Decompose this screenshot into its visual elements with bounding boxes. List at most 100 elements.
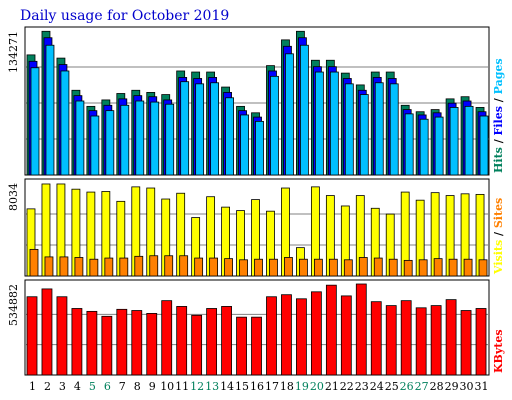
kbytes-bar [221,306,232,376]
kbytes-bar [370,301,382,376]
sites-bar [448,258,458,277]
pages-bar [314,71,324,176]
kbytes-bar [430,305,442,376]
pages-bar [150,101,160,176]
day-label: 1 [29,380,36,393]
sites-bar [478,259,488,277]
kbytes-bar [206,308,218,376]
pages-bar [285,53,294,176]
sites-bar [358,257,368,277]
sites-bar [254,258,263,277]
sites-bar [284,257,293,277]
legend-separator: / [492,228,505,240]
sites-bar [269,258,278,277]
day-label: 5 [89,380,96,393]
sites-bar [59,256,69,277]
kbytes-bar [400,300,412,376]
pages-bar [419,118,429,176]
kbytes-bar [131,310,143,376]
pages-bar [374,82,384,176]
legend-kbytes: KBytes [492,329,505,373]
day-label: 4 [74,380,81,393]
kbytes-bar [296,298,307,376]
panel-hits-files-pages: 134271 Hits / Files / Pages [7,26,505,176]
legend-kbytes: KBytes [492,329,505,373]
pages-bar [210,82,220,176]
kbytes-bar [116,308,128,376]
kbytes-bar [266,296,277,376]
day-label: 31 [475,380,489,393]
legend-separator: / [492,94,505,106]
kbytes-bar [191,314,203,376]
pages-bar [75,100,85,176]
day-label: 28 [430,380,444,393]
day-label: 30 [460,380,474,393]
day-label: 21 [325,380,339,393]
kbytes-bar [325,284,337,376]
sites-bar [29,248,39,277]
pages-bar [90,115,100,176]
legend-separator: / [492,135,505,147]
kbytes-bar [251,316,262,376]
x-axis-day-labels: 1 2 3 4 5 6 7 8 9 10 11 12 13 14 15 16 17 18 19 20 21 22 23 24 2… [29,380,489,393]
sites-bar [194,257,204,277]
sites-bar [433,258,443,277]
sites-bar [179,255,189,277]
pages-bar [449,107,459,176]
pages-bar [45,44,55,176]
day-label: 25 [385,380,399,393]
pages-bar [329,71,339,176]
kbytes-bar [161,300,173,376]
pages-bar [344,83,354,176]
pages-bar [195,83,205,176]
pages-bar [479,115,489,176]
pages-bar [404,113,414,176]
pages-bar [359,94,369,176]
sites-bar [74,257,84,277]
day-label: 7 [119,380,126,393]
sites-bar [134,255,144,277]
day-label: 20 [310,380,324,393]
day-label: 27 [415,380,429,393]
kbytes-bar [56,296,68,376]
kbytes-bar [355,283,367,376]
day-label: 12 [190,380,204,393]
y-max-label: 8034 [7,183,20,211]
kbytes-bar [146,313,158,376]
y-max-label: 534882 [7,284,20,326]
legend-files: Files [492,106,505,135]
kbytes-bar [26,296,38,376]
sites-bar [104,257,114,277]
kbytes-bar [310,291,322,376]
pages-bar [165,103,175,176]
day-label: 22 [340,380,354,393]
sites-bar [343,259,353,277]
pages-bar [300,44,309,176]
day-label: 15 [235,380,249,393]
kbytes-bar [281,294,292,376]
kbytes-bar [385,305,397,376]
sites-bar [164,255,174,277]
pages-bar [434,116,444,176]
day-label: 2 [44,380,51,393]
sites-bar [209,257,219,277]
pages-bar [464,105,474,176]
legend-hits-files-pages: Hits / Files / Pages [492,58,505,173]
day-label: 11 [175,380,189,393]
sites-bar [89,258,99,277]
sites-bar [119,257,129,277]
kbytes-bar [41,288,53,376]
day-label: 17 [265,380,279,393]
day-label: 14 [220,380,234,393]
sites-bar [239,259,248,277]
day-label: 6 [104,380,111,393]
panel-visits-sites: 8034 Visits / Sites [7,178,505,277]
kbytes-bar [71,308,83,376]
sites-bar [313,258,323,277]
legend-text: Visits / Sites [492,198,505,275]
kbytes-bar [445,299,457,376]
pages-bar [389,83,399,176]
pages-bar [135,100,145,176]
